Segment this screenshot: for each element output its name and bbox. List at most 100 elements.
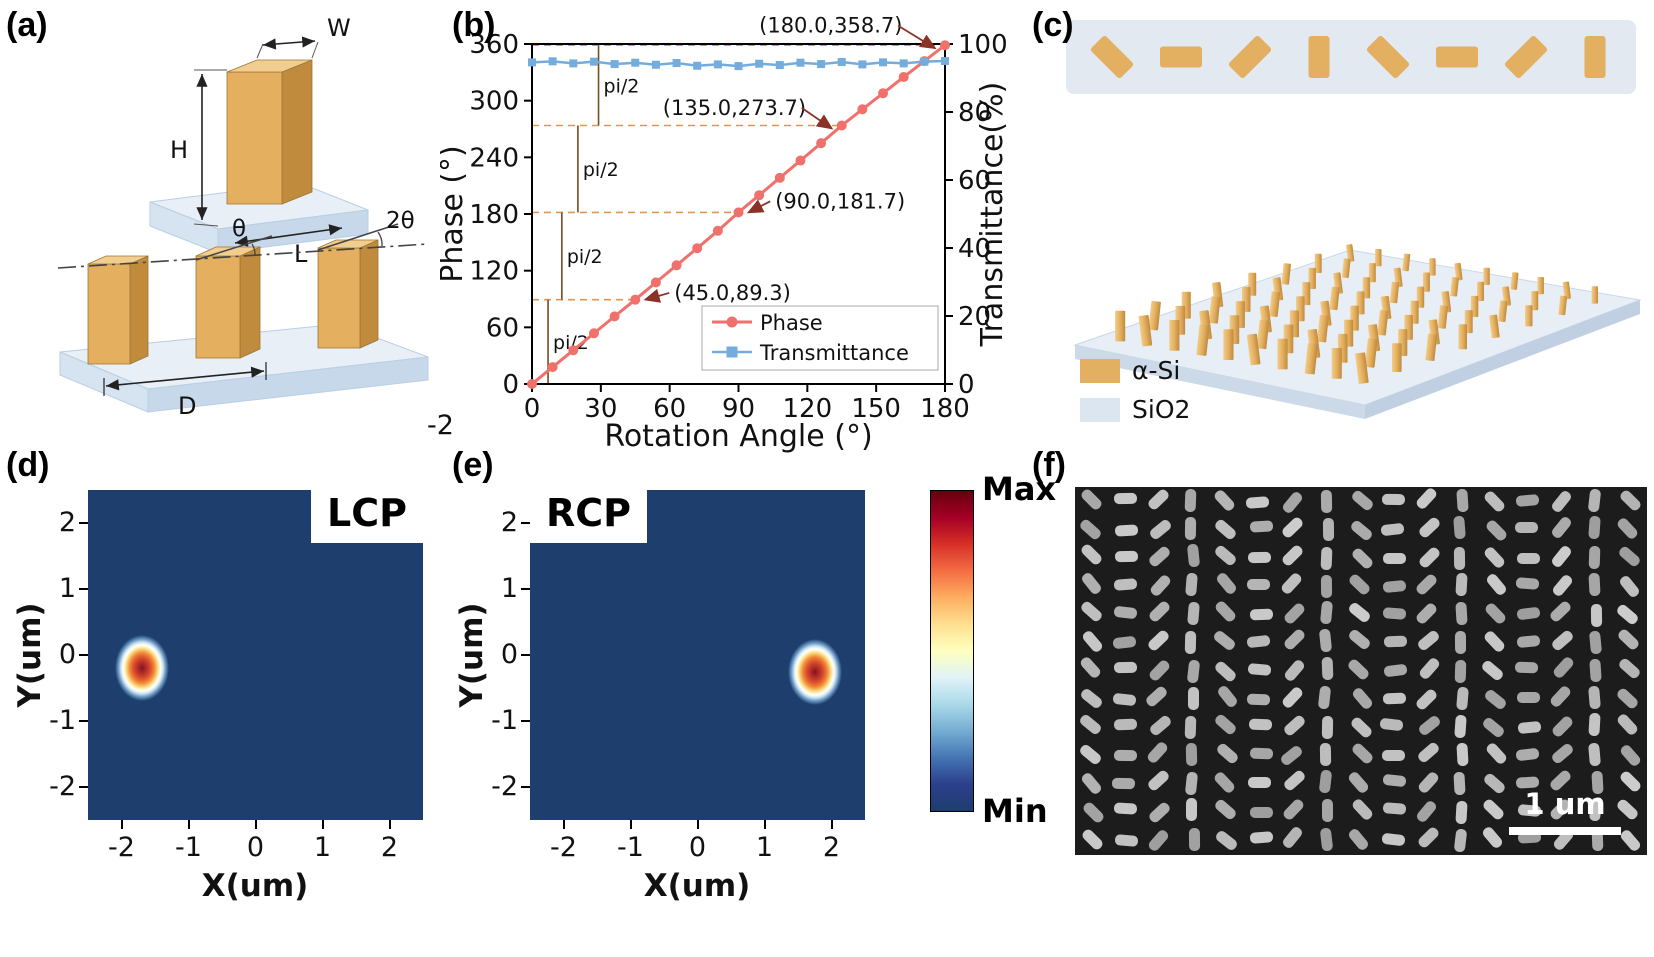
sem-nanopillar — [1514, 522, 1539, 534]
sem-nanopillar — [1282, 768, 1308, 793]
sem-nanopillar — [1346, 657, 1371, 682]
y-tick-label-left: 60 — [486, 313, 519, 343]
sem-nanopillar — [1247, 551, 1271, 563]
array-nanopillar — [1314, 253, 1322, 273]
sem-nanopillar — [1616, 627, 1641, 652]
sem-nanopillar — [1318, 628, 1332, 653]
sem-nanopillar — [1347, 572, 1372, 597]
array-nanopillar — [1389, 281, 1400, 304]
array-nanopillar — [1308, 267, 1316, 289]
array-nanopillar — [1510, 272, 1519, 290]
sem-nanopillar — [1080, 827, 1105, 852]
sem-nanopillar — [1184, 516, 1197, 540]
sem-nanopillar — [1382, 774, 1407, 788]
sem-nanopillar — [1320, 546, 1333, 571]
x-tick-label: 2 — [380, 832, 399, 863]
sem-nanopillar — [1382, 579, 1407, 594]
dim-label-theta: θ — [232, 216, 246, 242]
sem-nanopillar — [1383, 663, 1408, 678]
meta-atom-shape — [1228, 35, 1272, 79]
panel-e: (e) Y(um) RCP X(um) 2 1 0 -1 -2 -2 -1 0 1 2 — [440, 440, 900, 957]
panel-label-e: (e) — [452, 446, 494, 484]
sem-nanopillar — [1281, 489, 1305, 515]
sem-nanopillar — [1615, 712, 1639, 738]
x-tick-label: 180 — [920, 394, 970, 424]
two-theta-line — [317, 223, 399, 251]
y-tick-label-right: 40 — [958, 234, 991, 264]
phase-series — [527, 40, 950, 389]
sem-nanopillar — [1081, 800, 1106, 825]
phase-transmittance-chart: pi/2pi/2pi/2pi/20 30 60 90 120 150 18006012018… — [435, 14, 1010, 454]
sem-nanopillar — [1349, 518, 1374, 542]
x-tick-label: 90 — [722, 394, 755, 424]
sem-nanopillar — [1079, 542, 1104, 567]
stray-tick-text: -2 — [427, 410, 454, 441]
sem-nanopillar — [1114, 833, 1139, 847]
sem-nanopillar — [1147, 800, 1172, 825]
sem-nanopillar — [1078, 517, 1103, 542]
array-nanopillar — [1429, 258, 1436, 276]
array-nanopillar — [1562, 281, 1571, 300]
chart-ylabel-right: Transmittance(%) — [975, 82, 1010, 348]
sem-nanopillar — [1321, 799, 1333, 823]
sem-nanopillar — [1587, 712, 1601, 737]
sem-nanopillar — [1079, 487, 1104, 512]
sem-nanopillar — [1113, 577, 1138, 591]
sem-nanopillar — [1113, 493, 1137, 505]
rcp-tag: RCP — [530, 490, 647, 543]
dim-label-2theta: 2θ — [386, 208, 415, 234]
sem-nanopillar — [1112, 692, 1137, 707]
sem-nanopillar — [1454, 601, 1468, 626]
sem-nanopillar — [1079, 771, 1104, 797]
array-nanopillar — [1458, 324, 1467, 350]
x-tick-mark — [830, 820, 833, 829]
nanopillar-single — [226, 59, 313, 205]
sem-nanopillar — [1246, 634, 1271, 649]
sio2-label: SiO2 — [1132, 395, 1191, 424]
alpha-si-label: α-Si — [1132, 356, 1181, 385]
y-tick-label: 2 — [58, 507, 76, 538]
sem-nanopillar — [1080, 570, 1104, 596]
sem-nanopillar — [1317, 685, 1332, 710]
sem-nanopillar — [1549, 544, 1573, 570]
sem-nanopillar — [1383, 635, 1407, 648]
sem-nanopillar — [1453, 771, 1466, 796]
transmittance-series — [528, 57, 949, 71]
y-tick-mark — [521, 588, 530, 590]
dim-label-D: D — [178, 392, 196, 420]
sem-nanopillar — [1077, 712, 1103, 737]
sem-nanopillar — [1587, 685, 1601, 709]
sem-nanopillar — [1280, 515, 1305, 540]
sem-nanopillar — [1455, 686, 1469, 711]
x-tick-label: -1 — [175, 832, 202, 863]
sem-nanopillar — [1349, 488, 1375, 512]
sem-nanopillar — [1350, 546, 1375, 571]
pi-half-label: pi/2 — [553, 332, 589, 354]
sem-nanopillar — [1382, 692, 1407, 705]
sem-nanopillar — [1079, 687, 1105, 711]
panel-label-a: (a) — [6, 6, 48, 44]
sem-nanopillar — [1616, 656, 1642, 680]
sem-nanopillar — [1482, 629, 1507, 654]
sem-nanopillar — [1417, 545, 1442, 570]
sem-nanopillar — [1414, 572, 1439, 597]
y-tick-label-left: 180 — [469, 200, 519, 230]
sem-nanopillar — [1185, 716, 1197, 740]
sem-nanopillar — [1185, 771, 1199, 796]
array-nanopillar — [1477, 281, 1484, 301]
y-tick-mark — [521, 786, 530, 788]
array-nanopillar — [1138, 315, 1153, 347]
sem-nanopillar — [1481, 715, 1506, 739]
array-nanopillar — [1365, 338, 1378, 368]
y-tick-label: -1 — [491, 705, 518, 736]
sem-nanopillar — [1113, 749, 1137, 762]
sem-nanopillar — [1212, 543, 1238, 567]
sem-nanopillar — [1549, 515, 1573, 540]
x-tick-mark — [321, 820, 324, 829]
sem-nanopillar — [1414, 687, 1439, 712]
y-tick-label-right: 60 — [958, 166, 991, 196]
sem-nanopillar — [1516, 577, 1540, 590]
x-tick-label: 0 — [246, 832, 265, 863]
substrate-slab-edge — [1075, 345, 1365, 419]
point-annotation: (180.0,358.7) — [759, 14, 902, 38]
